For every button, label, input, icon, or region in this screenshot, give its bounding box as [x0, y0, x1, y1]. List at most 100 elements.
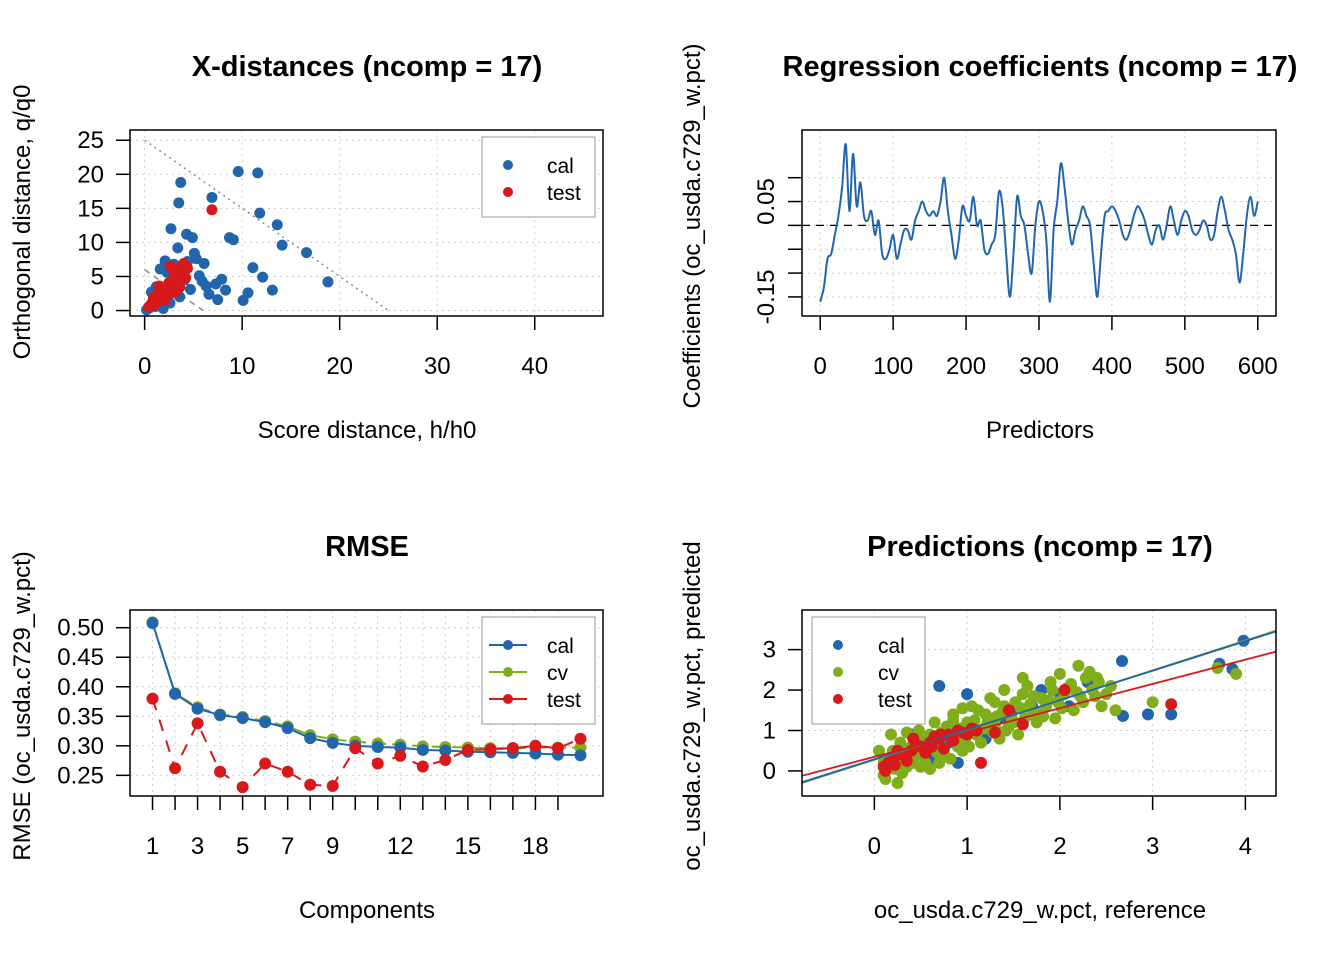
x-tick-label: 1: [146, 833, 159, 860]
prediction-point-cv: [972, 704, 985, 717]
legend-marker-test: [833, 694, 843, 704]
point-test: [180, 272, 192, 284]
fit-line-cal: [802, 630, 1276, 784]
x-tick-label: 5: [236, 833, 249, 860]
prediction-point-cv: [998, 684, 1011, 697]
rmse-ylabel: RMSE (oc_usda.c729_w.pct): [9, 551, 36, 860]
legend-marker-cv: [833, 667, 843, 677]
rmse-xlabel: Components: [299, 897, 435, 924]
y-tick-label: 0.45: [57, 644, 104, 671]
x-distances-title: X-distances (ncomp = 17): [192, 51, 543, 83]
regression-coefficients-xlabel: Predictors: [986, 417, 1094, 444]
rmse-point-cal: [304, 732, 317, 745]
rmse-point-test: [326, 779, 339, 792]
rmse-point-test: [349, 742, 362, 755]
regression-coefficients-title: Regression coefficients (ncomp = 17): [783, 51, 1298, 83]
plot-content: [141, 139, 389, 316]
point-cal: [175, 176, 187, 188]
rmse-point-test: [439, 753, 452, 766]
point-cal: [186, 232, 198, 244]
rmse-panel: RMSE Components RMSE (oc_usda.c729_w.pct…: [9, 531, 604, 924]
rmse-legend: cal cv test: [481, 616, 596, 725]
prediction-point-cv: [944, 752, 957, 765]
point-cal: [188, 247, 200, 259]
x-tick-label: 500: [1165, 353, 1205, 380]
point-cal: [216, 273, 228, 285]
point-cal: [276, 239, 288, 251]
prediction-point-cv: [988, 696, 1001, 709]
x-tick-label: 3: [191, 833, 204, 860]
point-cal: [203, 288, 215, 300]
prediction-point-cv: [1046, 684, 1059, 697]
x-tick-label: 7: [281, 833, 294, 860]
rmse-point-test: [371, 757, 384, 770]
point-cal: [301, 247, 313, 259]
prediction-point-cv: [872, 744, 885, 757]
point-test: [153, 280, 165, 292]
rmse-point-test: [169, 762, 182, 775]
y-tick-label: 0.05: [753, 178, 780, 225]
x-tick-label: 0: [868, 833, 881, 860]
legend-marker-cv: [503, 667, 513, 677]
x-tick-label: 4: [1239, 833, 1252, 860]
x-tick-label: 3: [1146, 833, 1159, 860]
rmse-point-cal: [574, 749, 587, 762]
point-cal: [247, 262, 259, 274]
plot-content: [802, 143, 1276, 303]
x-distances-legend: cal test: [481, 136, 596, 218]
point-cal: [165, 223, 177, 235]
rmse-point-cal: [214, 709, 227, 722]
point-cal: [322, 276, 334, 288]
rmse-point-cal: [146, 616, 159, 629]
prediction-point-test: [937, 742, 950, 755]
point-cal: [257, 271, 269, 283]
legend-box: [481, 616, 596, 725]
legend-label-test: test: [547, 182, 581, 205]
x-tick-label: 15: [455, 833, 482, 860]
x-tick-label: 10: [229, 353, 256, 380]
y-tick-label: 0.50: [57, 615, 104, 642]
rmse-point-test: [236, 781, 249, 794]
prediction-point-test: [1058, 684, 1071, 697]
x-distances-xlabel: Score distance, h/h0: [258, 417, 477, 444]
prediction-point-cv: [891, 777, 904, 790]
x-tick-label: 9: [326, 833, 339, 860]
prediction-point-cal: [961, 688, 974, 701]
y-tick-label: 1: [763, 717, 776, 744]
legend-label-cal: cal: [878, 635, 905, 658]
prediction-point-cv: [1049, 712, 1062, 725]
rmse-plot-area: 1 3 5 7 9 12 15 18 0.250.30 0.350.40 0.450.50: [57, 609, 604, 860]
legend-label-cal: cal: [547, 635, 574, 658]
x-distances-plot-area: 0 10 20 30 40 0 5 10 15 20 25: [77, 127, 604, 380]
x-tick-label: 600: [1238, 353, 1278, 380]
point-cal: [206, 191, 218, 203]
y-tick-label: 15: [77, 195, 104, 222]
prediction-point-test: [888, 758, 901, 771]
prediction-point-cal: [1141, 708, 1154, 721]
point-cal: [173, 197, 185, 209]
prediction-point-cv: [1053, 667, 1066, 680]
point-cal: [254, 207, 266, 219]
rmse-point-cal: [394, 741, 407, 754]
plot-frame: [801, 129, 1277, 317]
rmse-point-test: [146, 692, 159, 705]
prediction-point-cv: [1027, 690, 1040, 703]
plot-frame: [129, 609, 604, 797]
y-tick-label: -0.15: [753, 270, 780, 325]
prediction-point-cv: [1000, 724, 1013, 737]
y-tick-label: 5: [91, 263, 104, 290]
y-tick-label: 3: [763, 637, 776, 664]
prediction-point-test: [907, 732, 920, 745]
legend-marker-cal: [503, 160, 513, 170]
rmse-point-cal: [326, 736, 339, 749]
prediction-point-cv: [1083, 665, 1096, 678]
legend-label-cv: cv: [878, 662, 900, 685]
prediction-point-test: [1016, 718, 1029, 731]
plot-frame: [129, 129, 604, 317]
legend-box: [811, 616, 926, 725]
y-tick-label: 0.25: [57, 762, 104, 789]
plot-content: [802, 629, 1276, 790]
y-tick-label: 0.40: [57, 674, 104, 701]
y-tick-label: 0: [763, 758, 776, 785]
predictions-panel: Predictions (ncomp = 17) oc_usda.c729_w.…: [679, 531, 1277, 924]
